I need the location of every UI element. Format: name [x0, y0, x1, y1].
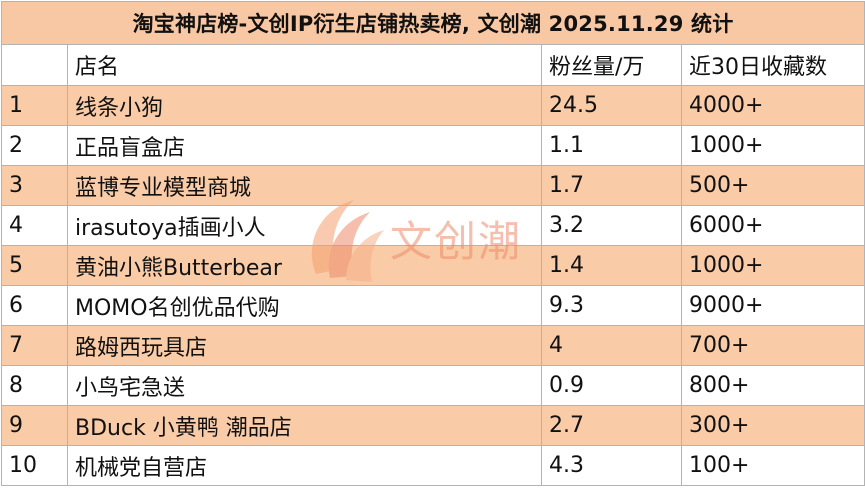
header-row: 店名 粉丝量/万 近30日收藏数 — [1, 44, 865, 86]
header-rank — [1, 44, 68, 86]
table-row: 3 蓝博专业模型商城 1.7 500+ — [1, 165, 865, 206]
rank-cell: 8 — [1, 365, 68, 406]
rank-cell: 5 — [1, 245, 68, 286]
rank-cell: 4 — [1, 205, 68, 246]
rank-cell: 3 — [1, 165, 68, 206]
fans-cell: 24.5 — [541, 85, 682, 126]
favorites-cell: 300+ — [680, 405, 865, 446]
rank-cell: 7 — [1, 325, 68, 366]
rank-cell: 6 — [1, 285, 68, 326]
table-row: 2 正品盲盒店 1.1 1000+ — [1, 125, 865, 166]
fans-cell: 9.3 — [541, 285, 682, 326]
fans-cell: 4 — [541, 325, 682, 366]
shop-name-cell: irasutoya插画小人 — [67, 205, 542, 246]
fans-cell: 0.9 — [541, 365, 682, 406]
favorites-cell: 1000+ — [680, 245, 865, 286]
rank-cell: 10 — [1, 445, 68, 486]
shop-name-cell: 蓝博专业模型商城 — [67, 165, 542, 206]
table-row: 7 路姆西玩具店 4 700+ — [1, 325, 865, 366]
fans-cell: 3.2 — [541, 205, 682, 246]
favorites-cell: 800+ — [680, 365, 865, 406]
ranking-table: 淘宝神店榜-文创IP衍生店铺热卖榜, 文创潮 2025.11.29 统计 店名 … — [0, 1, 865, 486]
shop-name-cell: MOMO名创优品代购 — [67, 285, 542, 326]
table-row: 6 MOMO名创优品代购 9.3 9000+ — [1, 285, 865, 326]
shop-name-cell: 正品盲盒店 — [67, 125, 542, 166]
shop-name-cell: 线条小狗 — [67, 85, 542, 126]
shop-name-cell: 路姆西玩具店 — [67, 325, 542, 366]
favorites-cell: 100+ — [680, 445, 865, 486]
table-row: 9 BDuck 小黄鸭 潮品店 2.7 300+ — [1, 405, 865, 446]
header-fans: 粉丝量/万 — [541, 44, 682, 86]
header-favorites: 近30日收藏数 — [680, 44, 865, 86]
fans-cell: 1.1 — [541, 125, 682, 166]
shop-name-cell: 机械党自营店 — [67, 445, 542, 486]
shop-name-cell: 小鸟宅急送 — [67, 365, 542, 406]
table-row: 10 机械党自营店 4.3 100+ — [1, 445, 865, 486]
fans-cell: 1.4 — [541, 245, 682, 286]
favorites-cell: 1000+ — [680, 125, 865, 166]
table-row: 8 小鸟宅急送 0.9 800+ — [1, 365, 865, 406]
fans-cell: 1.7 — [541, 165, 682, 206]
favorites-cell: 6000+ — [680, 205, 865, 246]
fans-cell: 2.7 — [541, 405, 682, 446]
favorites-cell: 700+ — [680, 325, 865, 366]
table-row: 4 irasutoya插画小人 3.2 6000+ — [1, 205, 865, 246]
table-row: 5 黄油小熊Butterbear 1.4 1000+ — [1, 245, 865, 286]
table-row: 1 线条小狗 24.5 4000+ — [1, 85, 865, 126]
favorites-cell: 500+ — [680, 165, 865, 206]
favorites-cell: 9000+ — [680, 285, 865, 326]
shop-name-cell: 黄油小熊Butterbear — [67, 245, 542, 286]
fans-cell: 4.3 — [541, 445, 682, 486]
header-shop-name: 店名 — [67, 44, 542, 86]
rank-cell: 2 — [1, 125, 68, 166]
rank-cell: 9 — [1, 405, 68, 446]
rank-cell: 1 — [1, 85, 68, 126]
favorites-cell: 4000+ — [680, 85, 865, 126]
table-title: 淘宝神店榜-文创IP衍生店铺热卖榜, 文创潮 2025.11.29 统计 — [0, 1, 865, 45]
title-row: 淘宝神店榜-文创IP衍生店铺热卖榜, 文创潮 2025.11.29 统计 — [0, 1, 865, 45]
shop-name-cell: BDuck 小黄鸭 潮品店 — [67, 405, 542, 446]
